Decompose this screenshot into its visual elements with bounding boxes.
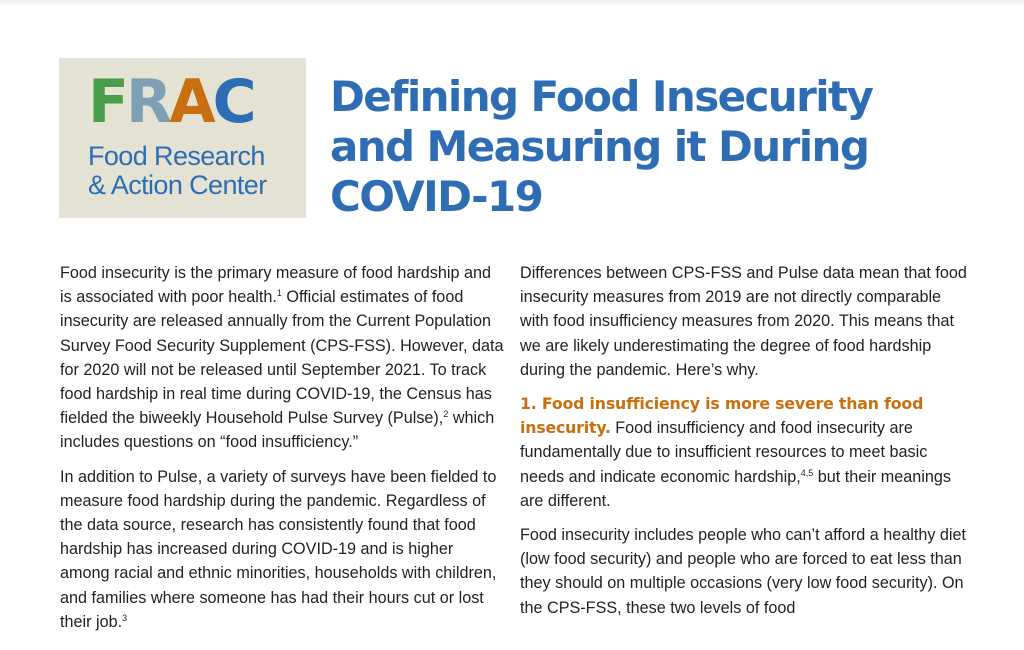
frac-logo: FRAC Food Research & Action Center <box>59 58 306 218</box>
logo-line-1: Food Research <box>88 141 265 171</box>
section-1-text-1: Food insufficiency and food insecurity a… <box>520 419 928 486</box>
section-1-heading: 1. Food insufficiency is more severe tha… <box>520 394 924 438</box>
logo-letter-a: A <box>169 67 215 137</box>
left-column: Food insecurity is the primary measure o… <box>60 261 505 644</box>
footnote-ref-3[interactable]: 3 <box>122 612 128 623</box>
logo-wordmark: FRAC <box>88 67 257 137</box>
logo-org-name: Food Research & Action Center <box>88 142 303 200</box>
section-1-paragraph: 1. Food insufficiency is more severe tha… <box>520 392 970 513</box>
logo-line-2: & Action Center <box>88 170 267 200</box>
differences-paragraph: Differences between CPS-FSS and Pulse da… <box>520 264 967 379</box>
footnote-ref-1[interactable]: 1 <box>276 288 282 299</box>
intro-paragraph: Food insecurity is the primary measure o… <box>60 261 505 455</box>
footnote-ref-4-5[interactable]: 4,5 <box>800 467 814 478</box>
logo-letter-r: R <box>126 67 172 137</box>
surveys-paragraph: In addition to Pulse, a variety of surve… <box>60 465 505 634</box>
section-1-text-2: but their meanings are different. <box>520 467 951 510</box>
title-line-3: COVID-19 <box>330 172 544 221</box>
title-line-1: Defining Food Insecurity <box>330 72 874 121</box>
logo-letter-c: C <box>212 67 257 137</box>
title-line-2: and Measuring it During <box>330 122 870 171</box>
food-insecurity-definition-paragraph: Food insecurity includes people who can’… <box>520 526 967 617</box>
right-column: Differences between CPS-FSS and Pulse da… <box>520 261 970 630</box>
footnote-ref-2[interactable]: 2 <box>443 409 449 420</box>
surveys-text: In addition to Pulse, a variety of surve… <box>60 467 497 631</box>
intro-text-3: which includes questions on “food insuff… <box>60 409 495 452</box>
page-title: Defining Food Insecurity and Measuring i… <box>330 72 930 222</box>
logo-letter-f: F <box>88 67 129 137</box>
intro-text-2: Official estimates of food insecurity ar… <box>60 288 504 428</box>
intro-text-1: Food insecurity is the primary measure o… <box>60 264 491 307</box>
page-top-shadow <box>0 0 1024 6</box>
